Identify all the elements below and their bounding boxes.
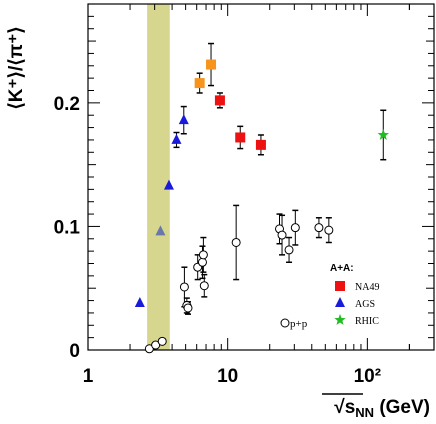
x-axis-title-root: √ (334, 397, 345, 418)
data-point (324, 225, 334, 235)
y-tick-label: 0 (69, 341, 80, 362)
pp-annotation-label: p+p (290, 318, 308, 330)
legend-marker (335, 281, 345, 291)
legend-label: NA49 (355, 282, 379, 293)
data-point (197, 257, 207, 267)
x-tick-label: 1 (83, 366, 94, 387)
data-point (290, 223, 300, 233)
data-point (377, 128, 389, 140)
error-bars (173, 42, 387, 315)
data-point (183, 303, 193, 313)
data-point (134, 297, 145, 308)
data-point (214, 95, 225, 106)
legend-label: RHIC (355, 316, 379, 327)
data-point (314, 223, 324, 233)
x-tick-label: 10 (217, 366, 238, 387)
pp-annotation-marker (280, 318, 290, 328)
x-tick-label: 10² (354, 366, 381, 387)
data-point (198, 250, 208, 260)
x-axis-title: √sNN (GeV) (334, 397, 430, 420)
legend-label: AGS (355, 299, 375, 310)
legend: A+A:NA49 AGS RHIC p+p (280, 263, 379, 330)
data-point (194, 78, 205, 89)
y-tick-label: 0.1 (54, 217, 81, 238)
data-point (179, 282, 189, 292)
data-point (284, 245, 294, 255)
x-axis-title-unit: (GeV) (374, 397, 430, 418)
shaded-band-layer (147, 4, 170, 350)
data-point (163, 179, 174, 190)
data-point (231, 237, 241, 247)
data-point (178, 114, 189, 125)
x-axis-title-s: s (345, 397, 356, 418)
legend-header: A+A: (330, 263, 354, 274)
data-points (134, 59, 389, 354)
data-point (155, 225, 166, 236)
axis-ticks: 1 10 10² 0 0.1 0.2 (54, 3, 435, 387)
data-point (199, 281, 209, 291)
data-point (157, 336, 167, 346)
legend-marker (335, 297, 345, 307)
data-point (277, 230, 287, 240)
data-point (171, 133, 182, 144)
shaded-band (147, 4, 170, 350)
y-axis-title: ⟨K⁺⟩/⟨π⁺⟩ (6, 26, 27, 109)
legend-marker (334, 314, 346, 325)
data-point (235, 132, 246, 143)
x-axis-title-sub: NN (355, 405, 374, 420)
y-tick-label: 0.2 (54, 94, 80, 115)
data-point (206, 59, 217, 70)
data-point (151, 340, 161, 350)
data-point (255, 139, 266, 150)
